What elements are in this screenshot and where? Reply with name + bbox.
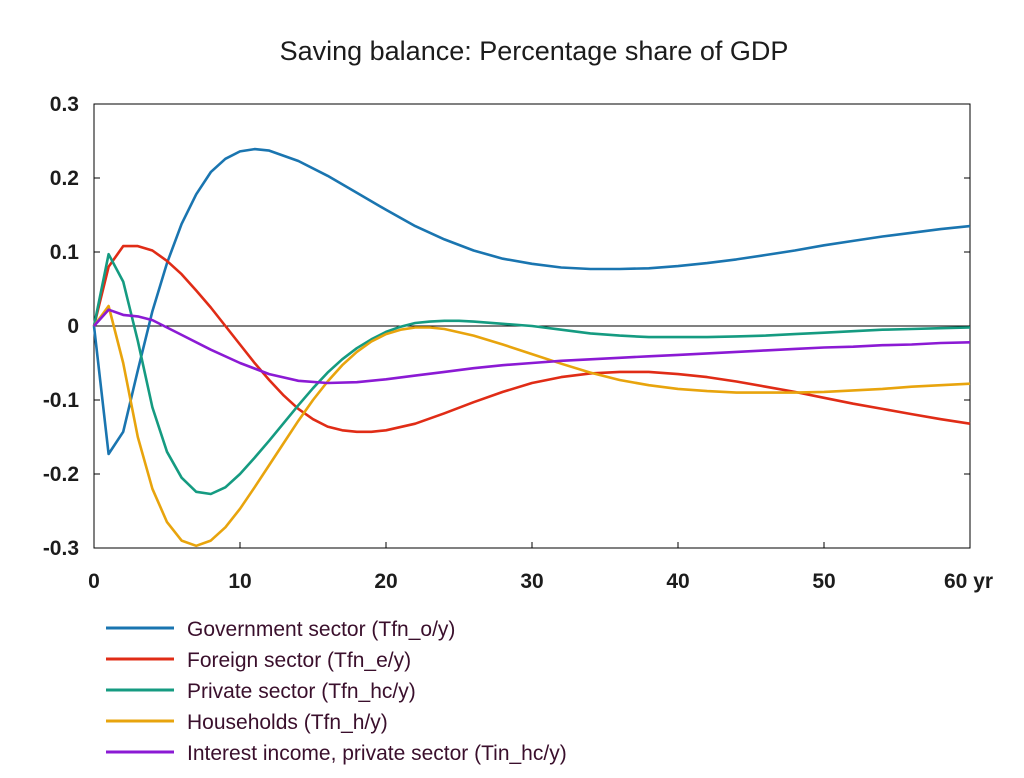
x-axis-labels: 0 10 20 30 40 50 60 yr: [88, 570, 993, 593]
x-tick-label: 10: [228, 570, 251, 593]
x-tick-label: 20: [374, 570, 397, 593]
legend-label-2: Foreign sector (Tfn_e/y): [187, 649, 411, 672]
legend: Government sector (Tfn_o/y) Foreign secto…: [106, 618, 567, 765]
x-tick-label: 30: [520, 570, 543, 593]
series-line-1: [92, 147, 971, 456]
y-tick-label: 0.2: [50, 167, 79, 190]
series-line-2: [92, 244, 971, 434]
axis-ticks: [93, 103, 971, 549]
y-tick-label: -0.2: [43, 463, 79, 486]
x-tick-label: 50: [812, 570, 835, 593]
legend-label-1: Government sector (Tfn_o/y): [187, 618, 455, 641]
y-tick-label: -0.3: [43, 537, 79, 560]
series-line-5: [93, 308, 971, 385]
y-axis-labels: 0.3 0.2 0.1 0 -0.1 -0.2 -0.3: [43, 93, 80, 560]
y-tick-label: 0.3: [50, 93, 79, 116]
x-tick-label: 60 yr: [944, 570, 993, 593]
y-tick-label: -0.1: [43, 389, 80, 412]
legend-label-5: Interest income, private sector (Tin_hc/…: [187, 742, 567, 765]
chart-title: Saving balance: Percentage share of GDP: [280, 36, 789, 66]
series-line-3: [92, 252, 971, 496]
y-tick-label: 0.1: [50, 241, 80, 264]
legend-label-3: Private sector (Tfn_hc/y): [187, 680, 416, 703]
x-tick-label: 0: [88, 570, 100, 593]
y-tick-label: 0: [67, 315, 79, 338]
plot-area: [92, 103, 971, 549]
series-lines: [92, 147, 971, 548]
series-line-4: [92, 304, 971, 548]
x-tick-label: 40: [666, 570, 689, 593]
legend-label-4: Households (Tfn_h/y): [187, 711, 388, 734]
